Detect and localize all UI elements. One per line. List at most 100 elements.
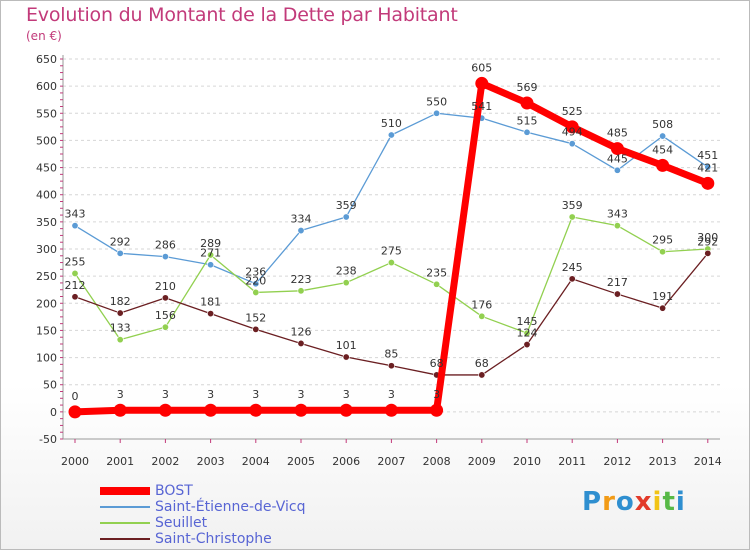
x-tick-label: 2000 [61,455,89,468]
data-point [568,213,576,221]
y-tick-label: 350 [36,216,57,229]
y-tick-label: 100 [36,352,57,365]
data-label: 68 [430,357,444,370]
x-tick-label: 2007 [377,455,405,468]
data-point [342,213,350,221]
data-label: 3 [388,388,395,401]
x-tick-label: 2009 [468,455,496,468]
data-label: 359 [336,199,357,212]
data-point [704,249,712,257]
data-label: 133 [110,322,131,335]
data-point [71,222,79,230]
data-point [478,312,486,320]
data-point [161,294,169,302]
data-point [113,403,127,417]
legend-label: Saint-Étienne-de-Vicq [155,499,306,515]
data-point [520,96,534,110]
data-label: 68 [475,357,489,370]
data-point [161,323,169,331]
y-tick-label: 650 [36,53,57,66]
data-point [610,142,624,156]
data-point [475,76,489,90]
data-label: 236 [245,266,266,279]
x-tick-label: 2001 [106,455,134,468]
data-point [158,403,172,417]
data-label: 85 [384,348,398,361]
data-point [565,120,579,134]
data-label: 245 [562,261,583,274]
x-tick-label: 2003 [197,455,225,468]
data-label: 145 [517,315,538,328]
data-point [252,288,260,296]
data-label: 156 [155,309,176,322]
data-label: 292 [697,235,718,248]
x-tick-label: 2013 [649,455,677,468]
data-label: 212 [65,279,86,292]
data-point [659,132,667,140]
data-label: 238 [336,265,357,278]
data-label: 515 [517,114,538,127]
data-label: 605 [471,61,492,74]
x-tick-label: 2002 [151,455,179,468]
data-point [387,131,395,139]
data-point [339,403,353,417]
data-label: 223 [291,273,312,286]
data-label: 191 [652,290,673,303]
data-point [204,403,218,417]
y-tick-label: 550 [36,107,57,120]
legend-swatch [100,487,150,495]
data-point [116,336,124,344]
data-point [297,339,305,347]
x-tick-label: 2012 [603,455,631,468]
data-point [659,248,667,256]
data-point [294,403,308,417]
data-point [252,280,260,288]
data-label: 275 [381,245,402,258]
y-tick-label: 450 [36,162,57,175]
y-tick-label: 200 [36,297,57,310]
data-point [430,403,444,417]
data-label: 292 [110,235,131,248]
data-label: 182 [110,295,131,308]
data-label: 3 [117,388,124,401]
legend-swatch [100,522,150,524]
x-tick-label: 2004 [242,455,270,468]
data-label: 0 [72,390,79,403]
data-label: 126 [291,325,312,338]
proxiti-logo: Proxiti [582,487,686,517]
data-point [116,309,124,317]
data-label: 445 [607,152,628,165]
data-label: 525 [562,105,583,118]
data-point [568,140,576,148]
data-point [71,269,79,277]
y-tick-label: 300 [36,243,57,256]
data-point [71,293,79,301]
legend-swatch [100,538,150,540]
data-point [207,251,215,259]
data-point [523,128,531,136]
y-tick-label: 600 [36,80,57,93]
data-point [252,325,260,333]
data-label: 494 [562,126,583,139]
data-point [568,275,576,283]
data-point [249,403,263,417]
data-point [116,249,124,257]
x-tick-label: 2008 [423,455,451,468]
legend-swatch [100,506,150,508]
data-point [523,341,531,349]
chart-subtitle: (en €) [26,29,62,43]
data-label: 286 [155,239,176,252]
data-label: 289 [200,237,221,250]
y-tick-label: 500 [36,134,57,147]
data-label: 181 [200,296,221,309]
data-label: 359 [562,199,583,212]
data-label: 510 [381,117,402,130]
data-point [387,362,395,370]
data-label: 271 [200,247,221,260]
data-label: 3 [298,388,305,401]
data-label: 235 [426,266,447,279]
legend-label: BOST [155,483,193,499]
x-tick-label: 2005 [287,455,315,468]
